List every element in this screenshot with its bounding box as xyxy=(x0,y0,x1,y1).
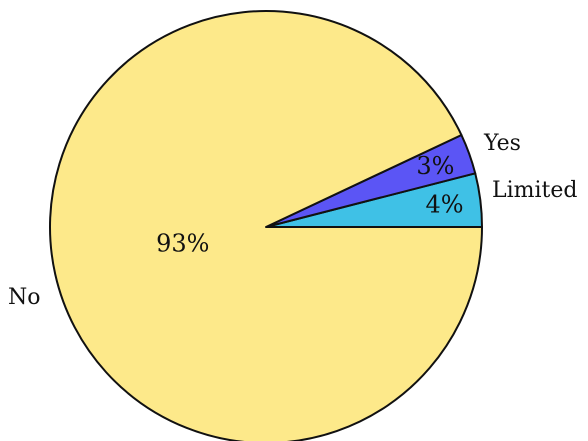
percent-label-no: 93% xyxy=(156,229,209,257)
percent-labels: 4% 3% 93% xyxy=(156,152,463,257)
percent-label-limited: 3% xyxy=(416,152,454,180)
category-labels: Yes Limited No xyxy=(8,131,578,310)
category-label-yes: Yes xyxy=(483,131,521,156)
percent-label-yes: 4% xyxy=(426,190,464,218)
category-label-limited: Limited xyxy=(492,178,578,203)
pie-slices xyxy=(49,10,483,441)
category-label-no: No xyxy=(8,285,41,310)
pie-slice-no xyxy=(49,10,483,441)
